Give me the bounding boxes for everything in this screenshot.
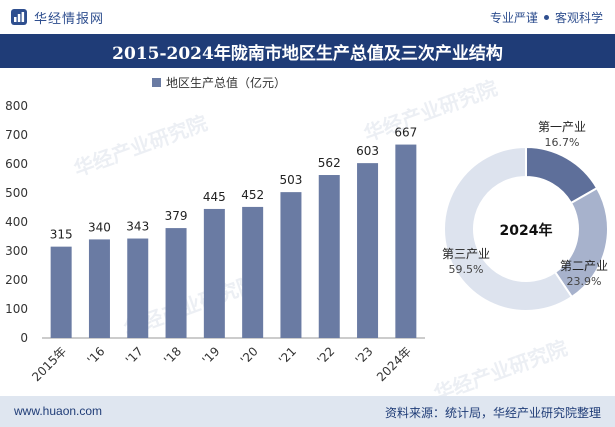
website-link[interactable]: www.huaon.com <box>14 404 103 418</box>
donut-slice-percent: 59.5% <box>449 263 484 276</box>
bar <box>242 206 264 338</box>
donut-slice <box>443 145 574 312</box>
donut-center-label: 2024年 <box>500 222 553 239</box>
donut-slice-name: 第三产业 <box>442 247 490 261</box>
donut-chart: 2024年 第一产业 16.7% 第二产业 23.9% 第三产业 59.5% <box>442 120 609 312</box>
bar-chart: 地区生产总值（亿元） 0 100 200 300 400 500 600 700 800 315… <box>5 75 425 384</box>
slogan: 专业严谨 客观科学 <box>490 9 603 26</box>
x-tick-label: 2024年 <box>374 344 414 384</box>
brand-name: 华经情报网 <box>34 11 105 27</box>
bar-value-label: 315 <box>50 228 73 242</box>
brand: 华经情报网 <box>10 7 104 27</box>
y-tick-label: 0 <box>20 331 28 345</box>
y-tick-label: 300 <box>5 244 28 258</box>
bar-value-label: 452 <box>241 188 264 202</box>
charts-area: 地区生产总值（亿元） 0 100 200 300 400 500 600 700 800 315… <box>5 75 609 384</box>
bar <box>88 239 110 338</box>
bar <box>395 144 417 338</box>
donut-slice-name: 第一产业 <box>538 120 586 134</box>
legend-label: 地区生产总值（亿元） <box>166 75 286 90</box>
top-bar: 华经情报网 专业严谨 客观科学 <box>0 0 615 34</box>
bar-value-label: 603 <box>356 144 379 158</box>
y-tick-label: 200 <box>5 273 28 287</box>
bar-value-label: 445 <box>203 190 226 204</box>
donut-slice-percent: 16.7% <box>545 136 580 149</box>
bar-value-label: 379 <box>165 209 188 223</box>
x-tick-label: '20 <box>238 344 261 367</box>
legend-swatch <box>152 78 161 87</box>
source-note: 资料来源：统计局，华经产业研究院整理 <box>384 406 601 420</box>
bar <box>165 228 187 338</box>
x-tick-label: 2015年 <box>29 344 69 384</box>
bar <box>318 175 340 338</box>
x-tick-label: '18 <box>161 344 184 367</box>
slogan-dot-icon <box>543 15 549 20</box>
x-tick-label: '19 <box>199 344 222 367</box>
bar <box>203 208 225 338</box>
y-tick-label: 700 <box>5 128 28 142</box>
y-tick-label: 100 <box>5 302 28 316</box>
donut-labels: 第一产业 16.7% 第二产业 23.9% 第三产业 59.5% <box>442 120 608 288</box>
y-axis: 0 100 200 300 400 500 600 700 800 <box>5 99 425 345</box>
bar <box>357 163 379 338</box>
slogan-left: 专业严谨 <box>489 11 538 25</box>
donut-slice-name: 第二产业 <box>560 259 608 273</box>
y-tick-label: 600 <box>5 157 28 171</box>
y-tick-label: 500 <box>5 186 28 200</box>
slogan-right: 客观科学 <box>554 11 603 25</box>
brand-logo-icon <box>11 9 27 25</box>
bar-value-label: 562 <box>318 156 341 170</box>
bar <box>127 238 149 338</box>
bar-value-label: 667 <box>394 126 417 140</box>
bar <box>280 192 302 338</box>
donut-slices <box>443 145 609 312</box>
bar-value-label: 503 <box>279 173 302 187</box>
bars: 315 340 343 379 445 452 503 562 603 667 <box>50 126 417 338</box>
x-tick-label: '16 <box>85 344 108 367</box>
footer: www.huaon.com 资料来源：统计局，华经产业研究院整理 <box>0 396 615 427</box>
x-tick-label: '21 <box>276 344 299 367</box>
bar <box>50 246 72 338</box>
x-tick-label: '23 <box>353 344 376 367</box>
donut-slice-percent: 23.9% <box>567 275 602 288</box>
y-tick-label: 800 <box>5 99 28 113</box>
bar-value-label: 343 <box>126 220 149 234</box>
x-tick-label: '22 <box>314 344 337 367</box>
bar-value-label: 340 <box>88 220 111 234</box>
x-tick-label: '17 <box>123 344 146 367</box>
title-bar: 2015-2024年陇南市地区生产总值及三次产业结构 <box>0 34 615 68</box>
chart-title: 2015-2024年陇南市地区生产总值及三次产业结构 <box>112 43 503 64</box>
y-tick-label: 400 <box>5 215 28 229</box>
